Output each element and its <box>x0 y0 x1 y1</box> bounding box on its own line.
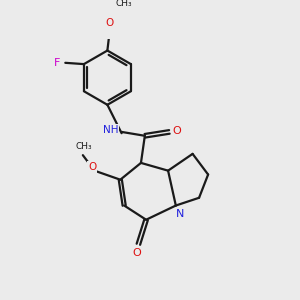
Text: O: O <box>88 162 97 172</box>
Text: N: N <box>176 209 184 219</box>
Text: O: O <box>133 248 142 257</box>
Text: CH₃: CH₃ <box>76 142 92 152</box>
Text: F: F <box>54 58 61 68</box>
Text: O: O <box>106 18 114 28</box>
Text: O: O <box>173 126 182 136</box>
Text: CH₃: CH₃ <box>116 0 133 8</box>
Text: NH: NH <box>103 125 118 135</box>
